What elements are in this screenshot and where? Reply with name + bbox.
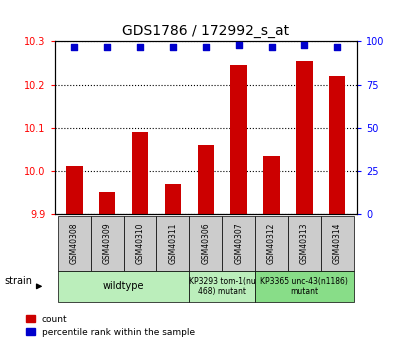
Bar	[263, 156, 280, 214]
Bar	[66, 166, 83, 214]
Text: GSM40314: GSM40314	[333, 223, 342, 264]
Text: GSM40312: GSM40312	[267, 223, 276, 264]
Text: GSM40308: GSM40308	[70, 223, 79, 264]
Point	[268, 44, 275, 49]
Point	[71, 44, 78, 49]
Bar	[165, 184, 181, 214]
Text: GSM40309: GSM40309	[103, 223, 112, 264]
Bar	[329, 76, 346, 214]
Legend: count, percentile rank within the sample: count, percentile rank within the sample	[26, 315, 195, 337]
Text: KP3365 unc-43(n1186)
mutant: KP3365 unc-43(n1186) mutant	[260, 277, 348, 296]
Text: KP3293 tom-1(nu
468) mutant: KP3293 tom-1(nu 468) mutant	[189, 277, 256, 296]
Text: GSM40307: GSM40307	[234, 223, 243, 264]
Title: GDS1786 / 172992_s_at: GDS1786 / 172992_s_at	[122, 23, 289, 38]
Bar	[231, 65, 247, 214]
Point	[235, 42, 242, 48]
Text: GSM40313: GSM40313	[300, 223, 309, 264]
Text: GSM40310: GSM40310	[136, 223, 144, 264]
Point	[334, 44, 341, 49]
Bar	[132, 132, 148, 214]
Text: strain: strain	[4, 276, 32, 286]
Point	[301, 42, 308, 48]
Bar	[99, 193, 116, 214]
Text: GSM40311: GSM40311	[168, 223, 177, 264]
Bar	[197, 145, 214, 214]
Bar	[296, 61, 312, 214]
Point	[104, 44, 110, 49]
Text: GSM40306: GSM40306	[201, 223, 210, 264]
Point	[170, 44, 176, 49]
Point	[136, 44, 143, 49]
Point	[202, 44, 209, 49]
Text: wildtype: wildtype	[103, 282, 144, 291]
